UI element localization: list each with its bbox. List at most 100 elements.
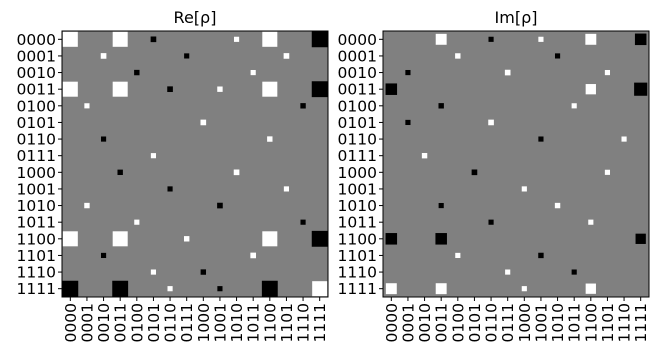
matrix-element (435, 233, 447, 245)
x-tick-label: 1111 (311, 303, 329, 342)
matrix-element (262, 231, 278, 247)
y-tick-label: 0101 (17, 114, 56, 132)
y-tick-label: 0001 (338, 47, 377, 65)
matrix-element (311, 81, 328, 98)
small-element (183, 236, 190, 242)
small-element (488, 219, 494, 225)
small-element (538, 252, 544, 259)
x-tick-label: 1100 (582, 303, 600, 342)
y-tick-label: 0110 (338, 131, 377, 149)
small-element (233, 169, 240, 176)
matrix-element (62, 231, 78, 247)
matrix-element (585, 283, 596, 294)
x-tick-label: 1000 (195, 303, 213, 342)
matrix-element (311, 230, 328, 247)
y-tick-label: 1010 (17, 197, 56, 215)
y-tick-label: 1100 (338, 230, 377, 248)
small-element (84, 202, 90, 209)
matrix-element (261, 280, 278, 297)
y-tick-label: 1000 (17, 164, 56, 182)
matrix-element (435, 283, 447, 295)
small-element (200, 269, 207, 275)
x-tick-label: 1000 (516, 303, 534, 342)
small-element (405, 69, 411, 76)
matrix-element (635, 233, 646, 244)
small-element (233, 36, 240, 42)
matrix-element (634, 82, 648, 96)
x-tick-label: 0010 (95, 303, 113, 342)
x-tick-label: 1010 (549, 303, 567, 342)
small-element (521, 186, 527, 192)
x-tick-label: 0000 (62, 303, 80, 342)
small-element (604, 169, 611, 175)
y-tick-label: 0001 (17, 47, 56, 65)
x-tick-label: 0011 (112, 303, 130, 342)
matrix-element (62, 31, 78, 47)
y-tick-label: 1000 (338, 164, 377, 182)
small-element (150, 153, 157, 159)
x-tick-label: 1110 (295, 303, 313, 342)
small-element (184, 53, 190, 59)
x-tick-label: 0001 (399, 303, 417, 342)
small-element (538, 36, 544, 42)
y-tick-label: 1101 (17, 247, 56, 265)
x-tick-label: 1011 (245, 303, 263, 342)
small-element (100, 53, 107, 59)
small-element (538, 136, 544, 142)
matrix-element (385, 233, 398, 245)
x-tick-label: 0110 (483, 303, 501, 342)
x-tick-label: 0110 (162, 303, 180, 342)
y-tick-label: 0100 (17, 97, 56, 115)
x-tick-label: 0111 (499, 303, 517, 342)
y-tick-label: 1111 (338, 280, 377, 298)
matrix-element (385, 283, 397, 295)
small-element (421, 152, 428, 159)
x-tick-label: 0111 (178, 303, 196, 342)
x-tick-label: 1101 (599, 303, 617, 342)
y-tick-label: 1011 (17, 214, 56, 232)
x-tick-label: 1001 (532, 303, 550, 342)
small-element (167, 186, 173, 192)
matrix-element (385, 83, 398, 95)
y-tick-label: 0000 (17, 31, 56, 49)
y-tick-label: 1001 (338, 180, 377, 198)
x-tick-label: 0010 (416, 303, 434, 342)
x-tick-label: 0001 (78, 303, 96, 342)
small-element (505, 269, 511, 275)
small-element (200, 119, 207, 126)
y-tick-label: 0111 (17, 147, 56, 165)
x-tick-label: 1011 (566, 303, 584, 342)
x-tick-label: 0100 (128, 303, 146, 342)
small-element (217, 286, 223, 292)
small-element (267, 136, 273, 142)
matrix-element (62, 280, 79, 297)
small-element (438, 202, 444, 209)
y-tick-label: 1001 (17, 180, 56, 198)
small-element (250, 252, 257, 259)
small-element (300, 103, 306, 109)
small-element (217, 86, 223, 92)
x-tick-label: 0011 (433, 303, 451, 342)
panel-1: Im[ρ]00000000000100010010001000110011010… (338, 8, 651, 342)
matrix-element (62, 81, 78, 97)
x-tick-label: 1110 (616, 303, 634, 342)
matrix-element (112, 31, 128, 47)
y-tick-label: 0010 (17, 64, 56, 82)
matrix-element (585, 84, 596, 95)
x-tick-label: 0000 (383, 303, 401, 342)
panel-title: Re[ρ] (174, 8, 217, 27)
small-element (571, 103, 577, 109)
plot-frame (382, 30, 650, 298)
small-element (100, 252, 107, 259)
matrix-element (585, 33, 597, 45)
matrix-element (435, 33, 447, 45)
x-tick-label: 1101 (278, 303, 296, 342)
small-element (488, 36, 494, 42)
y-tick-label: 0110 (17, 131, 56, 149)
matrix-element (112, 280, 129, 297)
y-tick-label: 0000 (338, 31, 377, 49)
y-tick-label: 0101 (338, 114, 377, 132)
small-element (150, 269, 157, 275)
y-tick-label: 1011 (338, 214, 377, 232)
matrix-element (262, 31, 278, 47)
